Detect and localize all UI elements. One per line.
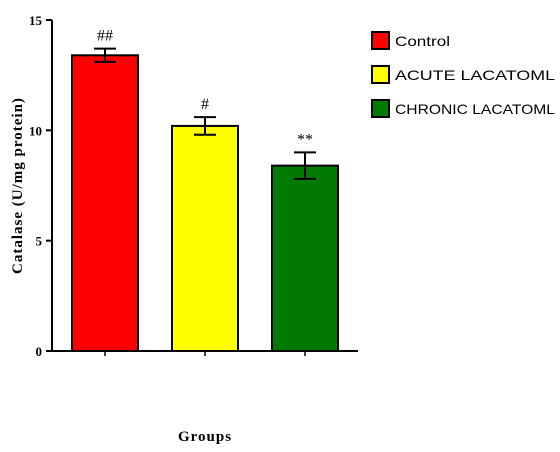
legend-label-control: Control — [395, 33, 450, 49]
significance-mark-chronic-lacatoml: ** — [297, 131, 313, 148]
legend-label-acute-lacatoml: ACUTE LACATOML — [395, 67, 555, 83]
significance-mark-acute-lacatoml: # — [201, 96, 209, 113]
annotations-layer: ###** — [97, 28, 313, 149]
bar-control — [71, 54, 139, 352]
legend-swatch-control — [371, 31, 390, 50]
legend-label-chronic-lacatoml: CHRONIC LACATOML — [395, 101, 555, 117]
axes-layer: 0 5 10 15 — [29, 13, 358, 359]
y-tick-label-10: 10 — [29, 123, 42, 138]
error-bars-layer — [94, 47, 316, 180]
y-axis-title: Catalase (U/mg protein) — [10, 97, 26, 274]
legend-swatch-acute-lacatoml — [371, 65, 390, 84]
y-tick-label-0: 0 — [36, 344, 43, 359]
significance-mark-control: ## — [97, 28, 113, 45]
bar-chronic-lacatoml — [271, 164, 339, 352]
y-tick-label-15: 15 — [29, 13, 43, 28]
y-tick-label-5: 5 — [36, 234, 43, 249]
x-axis-title: Groups — [178, 429, 232, 445]
legend: Control ACUTE LACATOML CHRONIC LACATOML — [371, 31, 555, 118]
legend-swatch-chronic-lacatoml — [371, 99, 390, 118]
bar-acute-lacatoml — [171, 124, 239, 352]
